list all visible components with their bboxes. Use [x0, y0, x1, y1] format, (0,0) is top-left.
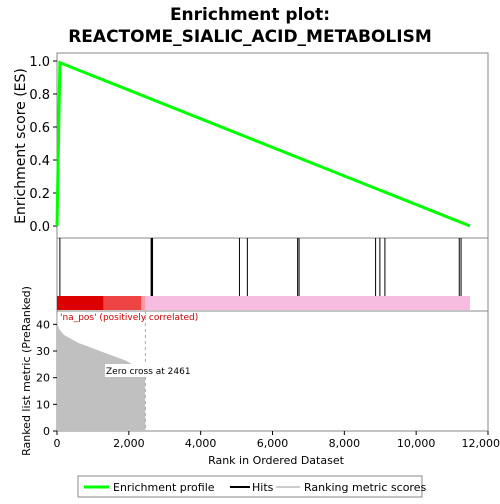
x-tick-label: 10,000 [397, 437, 436, 450]
bottom-y-tick-label: 10 [36, 398, 50, 411]
bottom-y-tick-label: 30 [36, 345, 50, 358]
legend-hits-label: Hits [252, 481, 274, 494]
x-tick-label: 6,000 [257, 437, 289, 450]
x-axis-label: Rank in Ordered Dataset [208, 454, 345, 467]
top-y-tick-label: 0.8 [29, 88, 50, 103]
top-y-tick-label: 0.4 [29, 154, 50, 169]
legend-enrichment-label: Enrichment profile [113, 481, 215, 494]
bottom-y-axis-label: Ranked list metric (PreRanked) [20, 286, 33, 456]
x-tick-label: 8,000 [329, 437, 361, 450]
color-bar-segment [141, 296, 145, 310]
color-bar-segment [104, 296, 142, 310]
top-y-tick-label: 0.2 [29, 187, 50, 202]
zero-cross-label: Zero cross at 2461 [106, 367, 191, 377]
bottom-y-ticks: 0 10 20 30 40 [36, 318, 57, 438]
legend-metric-label: Ranking metric scores [304, 481, 426, 494]
top-panel-frame [57, 53, 488, 238]
color-bar [57, 296, 470, 310]
x-ticks: 0 2,000 4,000 6,000 8,000 10,000 12,000 [54, 431, 500, 450]
bottom-y-tick-label: 0 [43, 425, 50, 438]
chart-title-line2: REACTOME_SIALIC_ACID_METABOLISM [68, 27, 432, 47]
top-y-tick-label: 0.0 [29, 220, 50, 235]
color-bar-segment [145, 296, 470, 310]
color-bar-annotation: 'na_pos' (positively correlated) [60, 313, 198, 323]
x-tick-label: 0 [54, 437, 61, 450]
bottom-y-tick-label: 20 [36, 372, 50, 385]
bottom-y-tick-label: 40 [36, 318, 50, 331]
chart-title-line1: Enrichment plot: [170, 5, 330, 25]
top-y-tick-label: 0.6 [29, 121, 50, 136]
top-y-tick-label: 1.0 [29, 55, 50, 70]
color-bar-segment [57, 296, 104, 310]
x-tick-label: 4,000 [185, 437, 217, 450]
top-y-ticks: 0.0 0.2 0.4 0.6 0.8 1.0 [29, 55, 57, 235]
x-tick-label: 2,000 [113, 437, 145, 450]
x-tick-label: 12,000 [462, 437, 500, 450]
top-y-axis-label: Enrichment score (ES) [13, 68, 29, 224]
